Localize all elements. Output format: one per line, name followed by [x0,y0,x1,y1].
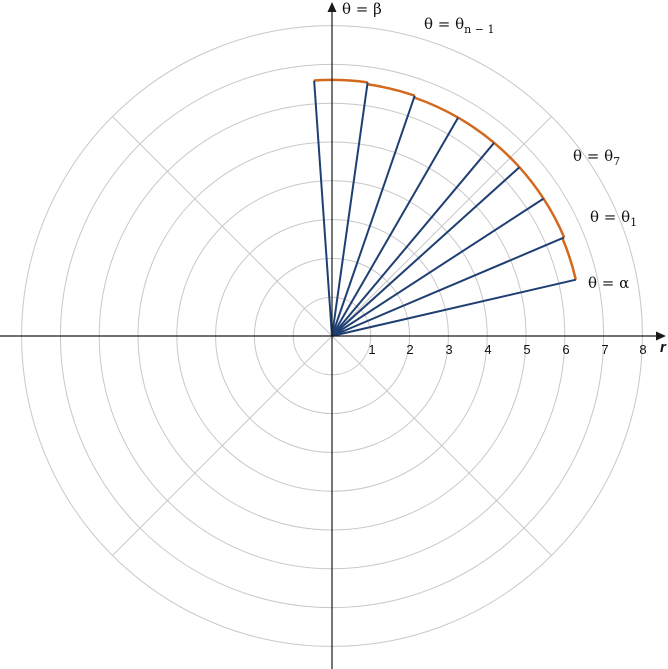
grid-diagonal-315 [331,335,552,556]
tick-labels: 1 2 3 4 5 6 7 8 r [368,339,667,357]
label-theta-1-subscript: 1 [630,216,637,229]
partition-rays-layer [313,80,577,337]
tick-label-2: 2 [406,342,413,357]
label-theta-alpha: θ = α [588,274,629,292]
tick-label-5: 5 [523,342,530,357]
grid-diagonal-225 [112,335,333,556]
tick-label-1: 1 [368,342,375,357]
tick-label-8: 8 [639,342,646,357]
partition-ray-3 [331,197,545,337]
sector-arc-4 [493,141,521,169]
label-theta-1-main: θ = θ [590,208,630,226]
label-theta-1: θ = θ1 [590,208,637,229]
tick-label-4: 4 [484,342,491,357]
label-theta-n-minus-1-subscript: n − 1 [464,23,494,36]
partition-ray-6 [331,117,459,337]
sector-arc-2 [542,197,566,238]
partition-ray-7 [331,95,416,337]
partition-ray-1 [331,278,577,337]
tick-label-3: 3 [445,342,452,357]
sector-arc-1 [561,237,578,280]
sector-arc-6 [413,96,459,119]
partition-ray-5 [331,142,495,337]
angle-labels: θ = β θ = θn − 1 θ = θ7 θ = θ1 θ = α [342,0,637,292]
label-theta-7: θ = θ7 [573,147,620,168]
label-theta-beta: θ = β [342,0,382,18]
grid-diagonal-45 [331,116,552,337]
x-axis-arrow-icon [656,331,666,341]
partition-ray-4 [331,166,521,337]
partition-ray-2 [331,236,565,337]
grid-diagonal-135 [112,116,333,337]
label-theta-7-subscript: 7 [613,155,620,168]
label-theta-7-main: θ = θ [573,147,613,165]
partition-ray-8 [331,82,369,337]
y-axis-arrow-icon [327,2,337,12]
partition-ray-9 [313,80,333,337]
sector-arc-5 [457,116,495,144]
label-theta-n-minus-1: θ = θn − 1 [424,15,494,36]
tick-label-6: 6 [562,342,569,357]
r-axis-label: r [660,339,667,356]
sector-arc-7 [367,83,416,97]
tick-label-7: 7 [601,342,608,357]
sector-arc-3 [518,166,545,200]
sector-arc-8 [314,78,368,84]
label-theta-n-minus-1-main: θ = θ [424,15,464,33]
